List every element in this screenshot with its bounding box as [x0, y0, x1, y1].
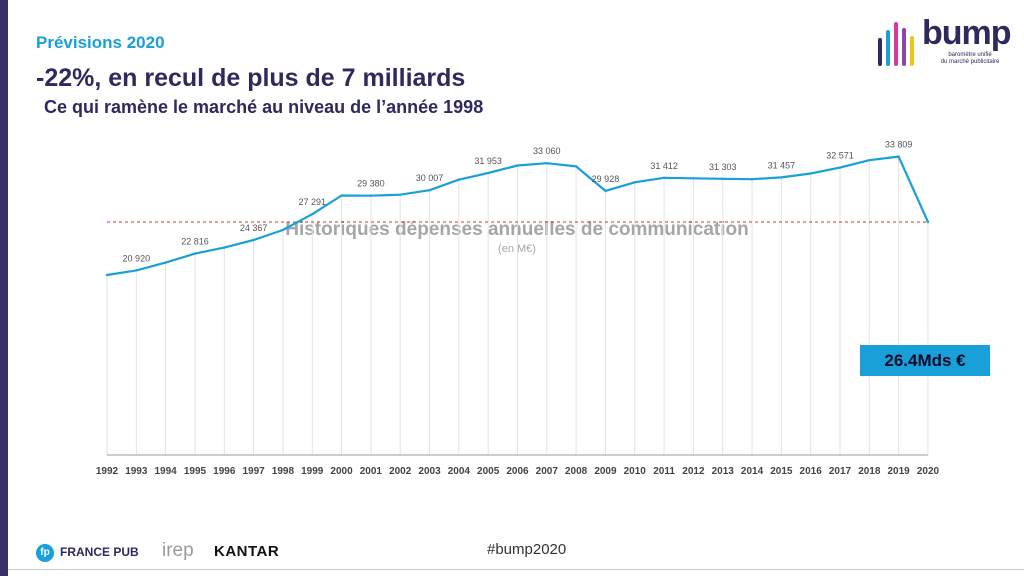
logo-bar-1	[886, 30, 890, 66]
data-label: 31 953	[474, 156, 502, 166]
kantar-logo: KANTAR	[214, 543, 280, 560]
irep-logo: irep	[162, 540, 194, 561]
x-tick-label: 2009	[594, 466, 617, 477]
x-tick-label: 2012	[682, 466, 705, 477]
data-point	[105, 273, 109, 277]
logo-bar-2	[894, 22, 898, 66]
left-accent-bar	[0, 0, 8, 576]
data-point	[281, 228, 285, 232]
data-point	[838, 166, 842, 169]
slide-headline: -22%, en recul de plus de 7 milliards	[36, 64, 466, 92]
data-point	[135, 269, 138, 272]
x-tick-label: 2011	[653, 466, 675, 477]
x-tick-label: 1996	[213, 466, 236, 477]
data-point	[574, 165, 578, 168]
data-point	[721, 177, 724, 180]
data-label: 32 571	[826, 151, 854, 161]
data-point	[633, 181, 636, 184]
logo-bar-3	[902, 28, 906, 66]
data-point	[897, 155, 900, 158]
x-tick-label: 2019	[888, 466, 911, 477]
logo-bar-0	[878, 38, 882, 66]
x-tick-label: 2005	[477, 466, 500, 477]
data-point	[369, 194, 373, 197]
data-point	[457, 178, 461, 181]
data-label: 20 920	[123, 253, 151, 263]
x-tick-label: 2006	[506, 466, 529, 477]
data-point	[604, 189, 607, 193]
data-point	[750, 178, 754, 181]
x-tick-label: 2008	[565, 466, 588, 477]
data-label: 31 303	[709, 162, 737, 172]
data-point	[193, 252, 197, 255]
slide-kicker: Prévisions 2020	[36, 33, 165, 52]
x-tick-label: 1999	[301, 466, 324, 477]
data-label: 27 291	[298, 197, 326, 207]
data-point	[662, 176, 666, 179]
footer-divider	[8, 569, 1024, 570]
data-point	[692, 177, 695, 180]
x-tick-label: 2003	[418, 466, 441, 477]
x-tick-label: 2004	[448, 466, 471, 477]
data-label: 31 412	[650, 161, 678, 171]
x-tick-label: 2002	[389, 466, 412, 477]
x-tick-label: 2020	[917, 466, 940, 477]
x-tick-label: 2018	[858, 466, 881, 477]
data-label: 24 367	[240, 223, 268, 233]
data-point	[545, 162, 548, 165]
hashtag: #bump2020	[487, 541, 567, 558]
x-tick-label: 2001	[360, 466, 383, 477]
france-pub-logo-icon: fp	[36, 544, 54, 562]
data-label: 31 457	[768, 160, 796, 170]
bump-logo-tagline: baromètre unifié du marché publicitaire	[928, 52, 1012, 66]
x-tick-label: 2010	[624, 466, 647, 477]
bump-logo: bump baromètre unifié du marché publicit…	[872, 14, 1012, 74]
x-tick-label: 1993	[125, 466, 148, 477]
forecast-callout: 26.4Mds €	[860, 345, 990, 376]
x-tick-label: 1997	[242, 466, 265, 477]
x-tick-label: 2016	[800, 466, 823, 477]
data-point	[252, 238, 255, 242]
data-label: 33 060	[533, 146, 561, 156]
bump-logo-word: bump	[922, 14, 1012, 52]
data-point	[428, 188, 431, 192]
slide-subline: Ce qui ramène le marché au niveau de l’a…	[44, 97, 484, 117]
x-tick-label: 2015	[770, 466, 793, 477]
data-point	[340, 194, 343, 197]
x-tick-label: 2017	[829, 466, 852, 477]
x-tick-label: 2007	[536, 466, 559, 477]
data-point	[868, 159, 871, 162]
data-label: 30 007	[416, 173, 444, 183]
data-label: 29 380	[357, 179, 385, 189]
x-tick-label: 1994	[155, 466, 178, 477]
data-point	[311, 212, 314, 216]
data-point	[516, 164, 519, 167]
data-point	[809, 172, 812, 175]
data-label: 29 928	[592, 174, 620, 184]
data-point	[164, 261, 167, 264]
data-label: 22 816	[181, 237, 209, 247]
x-tick-label: 1992	[96, 466, 119, 477]
x-tick-label: 2000	[330, 466, 353, 477]
data-point	[486, 171, 490, 175]
bump-tagline-line-1: baromètre unifié	[948, 52, 992, 58]
bump-bars-icon	[878, 22, 914, 66]
x-tick-label: 1995	[184, 466, 207, 477]
data-point	[926, 220, 930, 224]
x-tick-label: 1998	[272, 466, 295, 477]
x-tick-label: 2014	[741, 466, 764, 477]
data-point	[399, 193, 402, 196]
data-point	[780, 176, 783, 179]
data-label: 33 809	[885, 140, 913, 150]
logo-bar-4	[910, 36, 914, 66]
data-point	[223, 246, 226, 249]
france-pub-logo: FRANCE PUB	[60, 545, 139, 559]
x-tick-label: 2013	[712, 466, 735, 477]
bump-tagline-line-2: du marché publicitaire	[940, 59, 1000, 65]
